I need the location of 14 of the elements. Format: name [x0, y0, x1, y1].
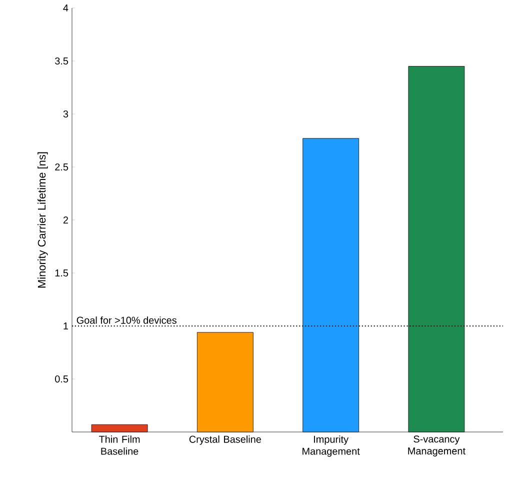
y-axis-title: Minority Carrier Lifetime [ns] [38, 152, 48, 288]
x-tick-label: S-vacancy Management [408, 436, 466, 456]
x-tick-label: Crystal Baseline [189, 436, 261, 445]
y-tick-label: 2.5 [55, 163, 68, 171]
y-tick-label: 1.5 [55, 270, 68, 276]
y-tick-label: 0.5 [55, 375, 68, 383]
y-tick-label: 1 [64, 322, 68, 330]
x-tick-label: Impurity Management [302, 436, 360, 457]
y-tick-label: 3 [63, 110, 68, 118]
ref-line-label: Goal for >10% devices [76, 316, 176, 324]
y-tick-label: 3.5 [55, 57, 68, 65]
y-tick-label: 2 [63, 216, 68, 224]
y-tick-label: 4 [63, 4, 68, 12]
x-tick-label: Thin Film Baseline [99, 436, 140, 455]
